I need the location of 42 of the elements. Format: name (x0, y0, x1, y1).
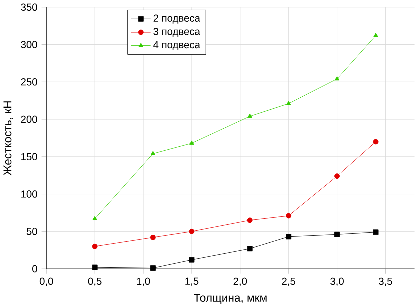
point (189, 257, 195, 263)
x-tick-label: 2,5 (282, 278, 296, 286)
y-axis-title: Жесткость, кН (4, 102, 14, 176)
x-tick-label: 1,0 (137, 278, 150, 286)
x-tick-label: 1,5 (186, 278, 199, 286)
point (373, 139, 379, 145)
point (247, 218, 253, 224)
y-tick-label: 0 (32, 265, 38, 273)
legend-label: 2 подвеса (154, 14, 200, 24)
x-tick-label: 0,5 (88, 278, 102, 286)
legend-label: 4 подвеса (154, 42, 200, 51)
y-tick-label: 100 (22, 190, 38, 198)
x-tick-label: 3,0 (330, 278, 344, 286)
x-axis-title: Толщина, мкм (194, 294, 267, 304)
point (150, 266, 156, 272)
point (334, 232, 340, 238)
point (92, 216, 98, 220)
y-tick-label: 200 (21, 116, 38, 124)
y-tick-label: 150 (22, 153, 38, 161)
y-tick-label: 350 (21, 4, 38, 12)
point (189, 228, 195, 234)
point (92, 244, 98, 250)
y-tick-label: 250 (21, 78, 38, 86)
point (150, 234, 156, 240)
point (248, 114, 252, 118)
point (334, 174, 340, 180)
legend-label: 3 подвеса (154, 28, 200, 38)
point (247, 246, 253, 252)
point (286, 213, 292, 219)
point (373, 230, 379, 236)
point (374, 33, 378, 38)
point (334, 76, 340, 81)
point (150, 151, 156, 156)
x-tick-label: 0,0 (40, 278, 54, 286)
point (286, 101, 292, 106)
x-tick-label: 2,0 (234, 278, 248, 286)
point (286, 234, 292, 240)
point (92, 264, 98, 270)
y-tick-label: 50 (26, 228, 38, 236)
x-tick-label: 3,5 (379, 278, 392, 286)
y-tick-label: 300 (21, 41, 38, 48)
point (190, 140, 194, 145)
